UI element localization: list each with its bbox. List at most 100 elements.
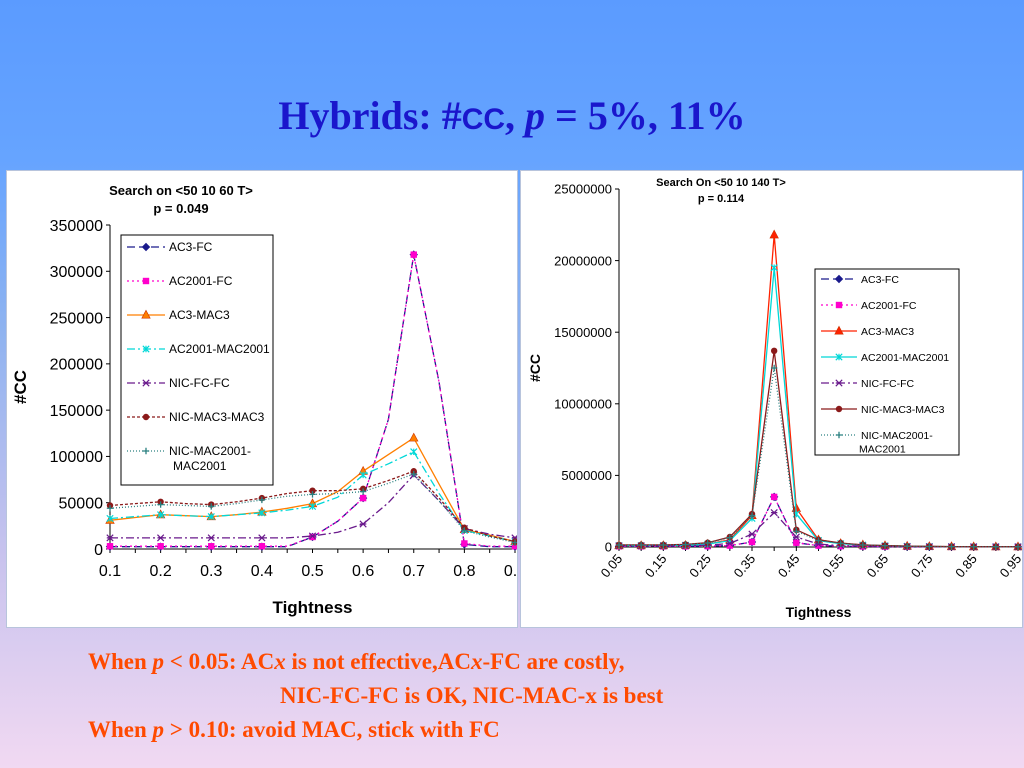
x-tick-label: 0.4 bbox=[251, 563, 273, 580]
legend-marker bbox=[142, 447, 150, 455]
data-point bbox=[258, 496, 266, 504]
legend bbox=[814, 268, 960, 456]
data-point bbox=[309, 491, 316, 498]
data-point bbox=[615, 541, 623, 549]
data-point bbox=[770, 509, 778, 517]
data-point bbox=[258, 534, 266, 542]
y-axis-label: #CC bbox=[11, 370, 30, 404]
x-tick-label: 0.8 bbox=[453, 563, 475, 580]
y-tick-label: 150000 bbox=[50, 403, 103, 420]
legend-marker bbox=[141, 309, 151, 319]
y-tick-label: 20000000 bbox=[554, 253, 612, 268]
legend-marker bbox=[834, 274, 844, 284]
data-point bbox=[157, 511, 165, 519]
x-tick-label: 0.85 bbox=[952, 551, 980, 580]
legend-label: NIC-MAC2001- bbox=[169, 444, 251, 458]
data-point bbox=[770, 264, 778, 272]
legend-label: NIC-FC-FC bbox=[861, 378, 914, 390]
data-point bbox=[359, 494, 367, 502]
x-axis-label: Tightness bbox=[786, 604, 852, 620]
legend-label: AC3-MAC3 bbox=[861, 326, 914, 338]
data-point bbox=[992, 543, 1000, 550]
legend-marker bbox=[835, 301, 843, 309]
y-tick-label: 25000000 bbox=[554, 182, 612, 197]
y-tick-label: 300000 bbox=[50, 264, 103, 281]
legend-marker bbox=[834, 325, 844, 335]
data-point bbox=[359, 471, 367, 479]
data-point bbox=[970, 543, 977, 550]
x-tick-label: 0.25 bbox=[686, 551, 714, 580]
data-point bbox=[859, 541, 867, 549]
legend-label: AC2001-MAC2001 bbox=[169, 342, 270, 356]
data-point bbox=[157, 501, 164, 508]
legend bbox=[120, 234, 274, 486]
y-tick-label: 15000000 bbox=[554, 325, 612, 340]
data-point bbox=[309, 487, 316, 494]
legend-marker bbox=[142, 345, 150, 353]
legend-marker bbox=[835, 353, 843, 361]
data-point bbox=[726, 542, 734, 549]
data-point bbox=[359, 488, 367, 495]
data-point bbox=[637, 541, 645, 549]
series-line-5 bbox=[109, 470, 516, 543]
data-point bbox=[308, 532, 317, 540]
chart-left: Search on <50 10 60 T> p = 0.049 0 50000 100… bbox=[11, 183, 517, 617]
chart-right: Search On <50 10 140 T> p = 0.114 0 5000000… bbox=[527, 177, 1022, 620]
y-tick-label: 50000 bbox=[59, 495, 104, 512]
data-point bbox=[106, 543, 114, 550]
data-point bbox=[106, 514, 114, 523]
data-point bbox=[359, 520, 367, 528]
legend-label: NIC-MAC3-MAC3 bbox=[169, 410, 265, 424]
data-point bbox=[704, 539, 711, 547]
chart-panel-left: Search on <50 10 60 T> p = 0.049 0 50000 100… bbox=[6, 170, 518, 628]
x-axis-label: Tightness bbox=[273, 598, 353, 617]
data-point bbox=[106, 505, 114, 512]
data-point bbox=[208, 543, 215, 550]
legend-label: MAC2001 bbox=[859, 444, 906, 456]
y-tick-label: 200000 bbox=[50, 357, 103, 374]
data-point bbox=[207, 534, 215, 542]
data-point bbox=[770, 347, 778, 355]
data-point bbox=[748, 512, 756, 519]
x-tick-label: 0.5 bbox=[301, 563, 323, 580]
x-tick-label: 0.3 bbox=[200, 563, 222, 580]
conclusion-line-3: When p > 0.10: avoid MAC, stick with FC bbox=[88, 717, 500, 742]
data-point bbox=[308, 502, 317, 511]
x-tick-label: 0.15 bbox=[642, 551, 670, 580]
data-point bbox=[1014, 543, 1022, 550]
data-point bbox=[258, 509, 266, 517]
data-point bbox=[461, 540, 468, 547]
chart-panel-right: Search On <50 10 140 T> p = 0.114 0 5000000… bbox=[520, 170, 1023, 628]
chart-subtitle: p = 0.114 bbox=[698, 193, 745, 205]
data-point bbox=[770, 364, 778, 372]
x-tick-label: 0.7 bbox=[403, 563, 425, 580]
data-point bbox=[926, 543, 933, 550]
data-point bbox=[157, 543, 164, 550]
data-point bbox=[106, 534, 114, 542]
legend-label: NIC-MAC3-MAC3 bbox=[861, 404, 945, 416]
y-tick-label: 10000000 bbox=[554, 396, 612, 411]
data-point bbox=[461, 527, 468, 534]
data-point bbox=[903, 543, 911, 550]
slide-title: Hybrids: #CC, p = 5%, 11% bbox=[278, 93, 746, 138]
x-tick-label: 0.9 bbox=[504, 563, 517, 580]
conclusion-line-1: When p < 0.05: ACx is not effective,ACx-… bbox=[88, 649, 625, 674]
legend-marker bbox=[141, 242, 151, 252]
data-point bbox=[409, 432, 419, 442]
y-tick-label: 5000000 bbox=[561, 468, 612, 483]
data-point bbox=[682, 541, 689, 548]
legend-marker bbox=[835, 379, 843, 387]
legend-label: MAC2001 bbox=[173, 459, 227, 473]
y-tick-label: 0 bbox=[605, 540, 612, 555]
chart-title: Search on <50 10 60 T> bbox=[109, 183, 253, 198]
data-point bbox=[410, 448, 418, 456]
legend-marker bbox=[142, 413, 150, 421]
legend-label: AC3-FC bbox=[861, 274, 899, 286]
data-point bbox=[815, 542, 822, 549]
data-point bbox=[410, 470, 417, 478]
data-point bbox=[793, 539, 800, 546]
series-line-6 bbox=[109, 473, 516, 544]
data-point bbox=[837, 540, 844, 547]
x-tick-label: 0.45 bbox=[775, 551, 803, 580]
legend-label: AC2001-FC bbox=[861, 300, 917, 312]
